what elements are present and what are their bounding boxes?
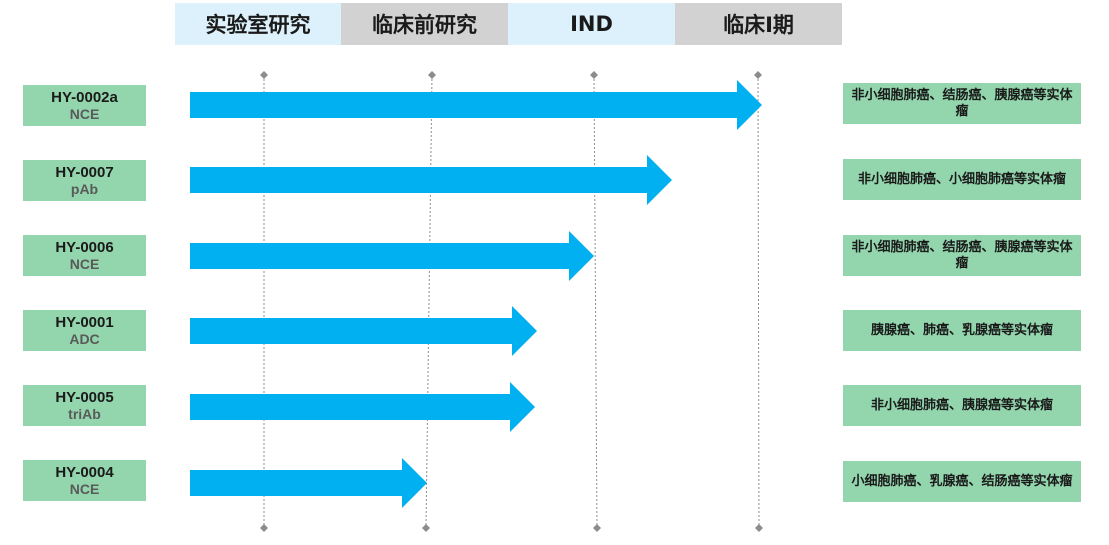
milestone-marker bbox=[260, 524, 268, 532]
drug-code: HY-0006 bbox=[55, 238, 114, 256]
drug-label-hy-0004: HY-0004 NCE bbox=[23, 460, 146, 501]
phase-preclinical: 临床前研究 bbox=[341, 3, 508, 45]
milestone-line bbox=[757, 74, 760, 529]
indication-hy-0005: 非小细胞肺癌、胰腺癌等实体瘤 bbox=[843, 385, 1081, 426]
progress-arrow bbox=[190, 458, 427, 508]
progress-arrow bbox=[190, 306, 537, 356]
indication-hy-0001: 胰腺癌、肺癌、乳腺癌等实体瘤 bbox=[843, 310, 1081, 351]
milestone-marker bbox=[428, 71, 436, 79]
drug-code: HY-0005 bbox=[55, 388, 114, 406]
progress-arrow bbox=[190, 155, 672, 205]
milestone-marker bbox=[590, 71, 598, 79]
progress-arrow bbox=[190, 231, 594, 281]
milestone-marker bbox=[260, 71, 268, 79]
milestone-line bbox=[593, 74, 598, 529]
phase-clinical-1: 临床I期 bbox=[675, 3, 842, 45]
drug-code: HY-0007 bbox=[55, 163, 114, 181]
indication-hy-0002a: 非小细胞肺癌、结肠癌、胰腺癌等实体瘤 bbox=[843, 83, 1081, 124]
phase-lab-research: 实验室研究 bbox=[175, 3, 341, 45]
drug-type: triAb bbox=[68, 405, 101, 422]
indication-hy-0006: 非小细胞肺癌、结肠癌、胰腺癌等实体瘤 bbox=[843, 235, 1081, 276]
drug-type: NCE bbox=[69, 480, 100, 497]
drug-label-hy-0006: HY-0006 NCE bbox=[23, 235, 146, 276]
phase-ind: IND bbox=[508, 3, 675, 45]
drug-code: HY-0001 bbox=[55, 313, 114, 331]
drug-label-hy-0001: HY-0001 ADC bbox=[23, 310, 146, 351]
drug-label-hy-0005: HY-0005 triAb bbox=[23, 385, 146, 426]
drug-label-hy-0007: HY-0007 pAb bbox=[23, 160, 146, 201]
milestone-marker bbox=[593, 524, 601, 532]
drug-label-hy-0002a: HY-0002a NCE bbox=[23, 85, 146, 126]
drug-code: HY-0002a bbox=[51, 88, 118, 106]
progress-arrow bbox=[190, 80, 762, 130]
drug-type: pAb bbox=[70, 180, 99, 197]
milestone-marker bbox=[422, 524, 430, 532]
indication-hy-0004: 小细胞肺癌、乳腺癌、结肠癌等实体瘤 bbox=[843, 461, 1081, 502]
drug-type: ADC bbox=[69, 330, 100, 347]
drug-type: NCE bbox=[69, 255, 100, 272]
milestone-line bbox=[425, 74, 433, 529]
drug-type: NCE bbox=[69, 105, 100, 122]
milestone-marker bbox=[755, 524, 763, 532]
milestone-marker bbox=[754, 71, 762, 79]
indication-hy-0007: 非小细胞肺癌、小细胞肺癌等实体瘤 bbox=[843, 159, 1081, 200]
progress-arrow bbox=[190, 382, 535, 432]
drug-code: HY-0004 bbox=[55, 463, 114, 481]
